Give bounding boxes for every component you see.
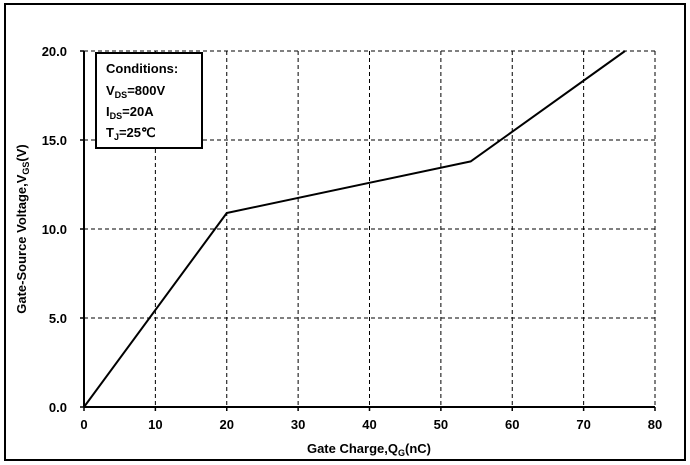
y-tick-label-5: 5.0 [49, 311, 67, 326]
x-axis-label: Gate Charge,QG(nC) [307, 441, 431, 458]
x-tick-label-10: 10 [148, 417, 162, 432]
series-line-0 [83, 50, 626, 408]
condition-tj: TJ=25℃ [106, 125, 156, 142]
series-lines [83, 50, 626, 408]
x-tick-label-30: 30 [291, 417, 305, 432]
y-axis-label: Gate-Source Voltage,VGS(V) [14, 144, 31, 314]
x-tick-labels: 0 10 20 30 40 50 60 70 80 [80, 417, 662, 432]
conditions-frame [95, 52, 203, 149]
conditions-box: Conditions: VDS=800V IDS=20A TJ=25℃ [95, 52, 203, 149]
condition-vds: VDS=800V [106, 83, 165, 100]
x-tick-label-60: 60 [505, 417, 519, 432]
x-tick-label-40: 40 [362, 417, 376, 432]
x-tick-label-20: 20 [220, 417, 234, 432]
y-tick-label-15: 15.0 [42, 133, 67, 148]
conditions-title: Conditions: [106, 61, 178, 76]
x-tick-label-50: 50 [434, 417, 448, 432]
y-tick-label-10: 10.0 [42, 222, 67, 237]
y-tick-label-0: 0.0 [49, 400, 67, 415]
x-tick-label-70: 70 [576, 417, 590, 432]
y-tick-label-20: 20.0 [42, 44, 67, 59]
y-tick-labels: 0.0 5.0 10.0 15.0 20.0 [42, 44, 67, 415]
x-tick-label-0: 0 [80, 417, 87, 432]
condition-ids: IDS=20A [106, 104, 154, 121]
axes [80, 50, 656, 411]
x-tick-label-80: 80 [648, 417, 662, 432]
